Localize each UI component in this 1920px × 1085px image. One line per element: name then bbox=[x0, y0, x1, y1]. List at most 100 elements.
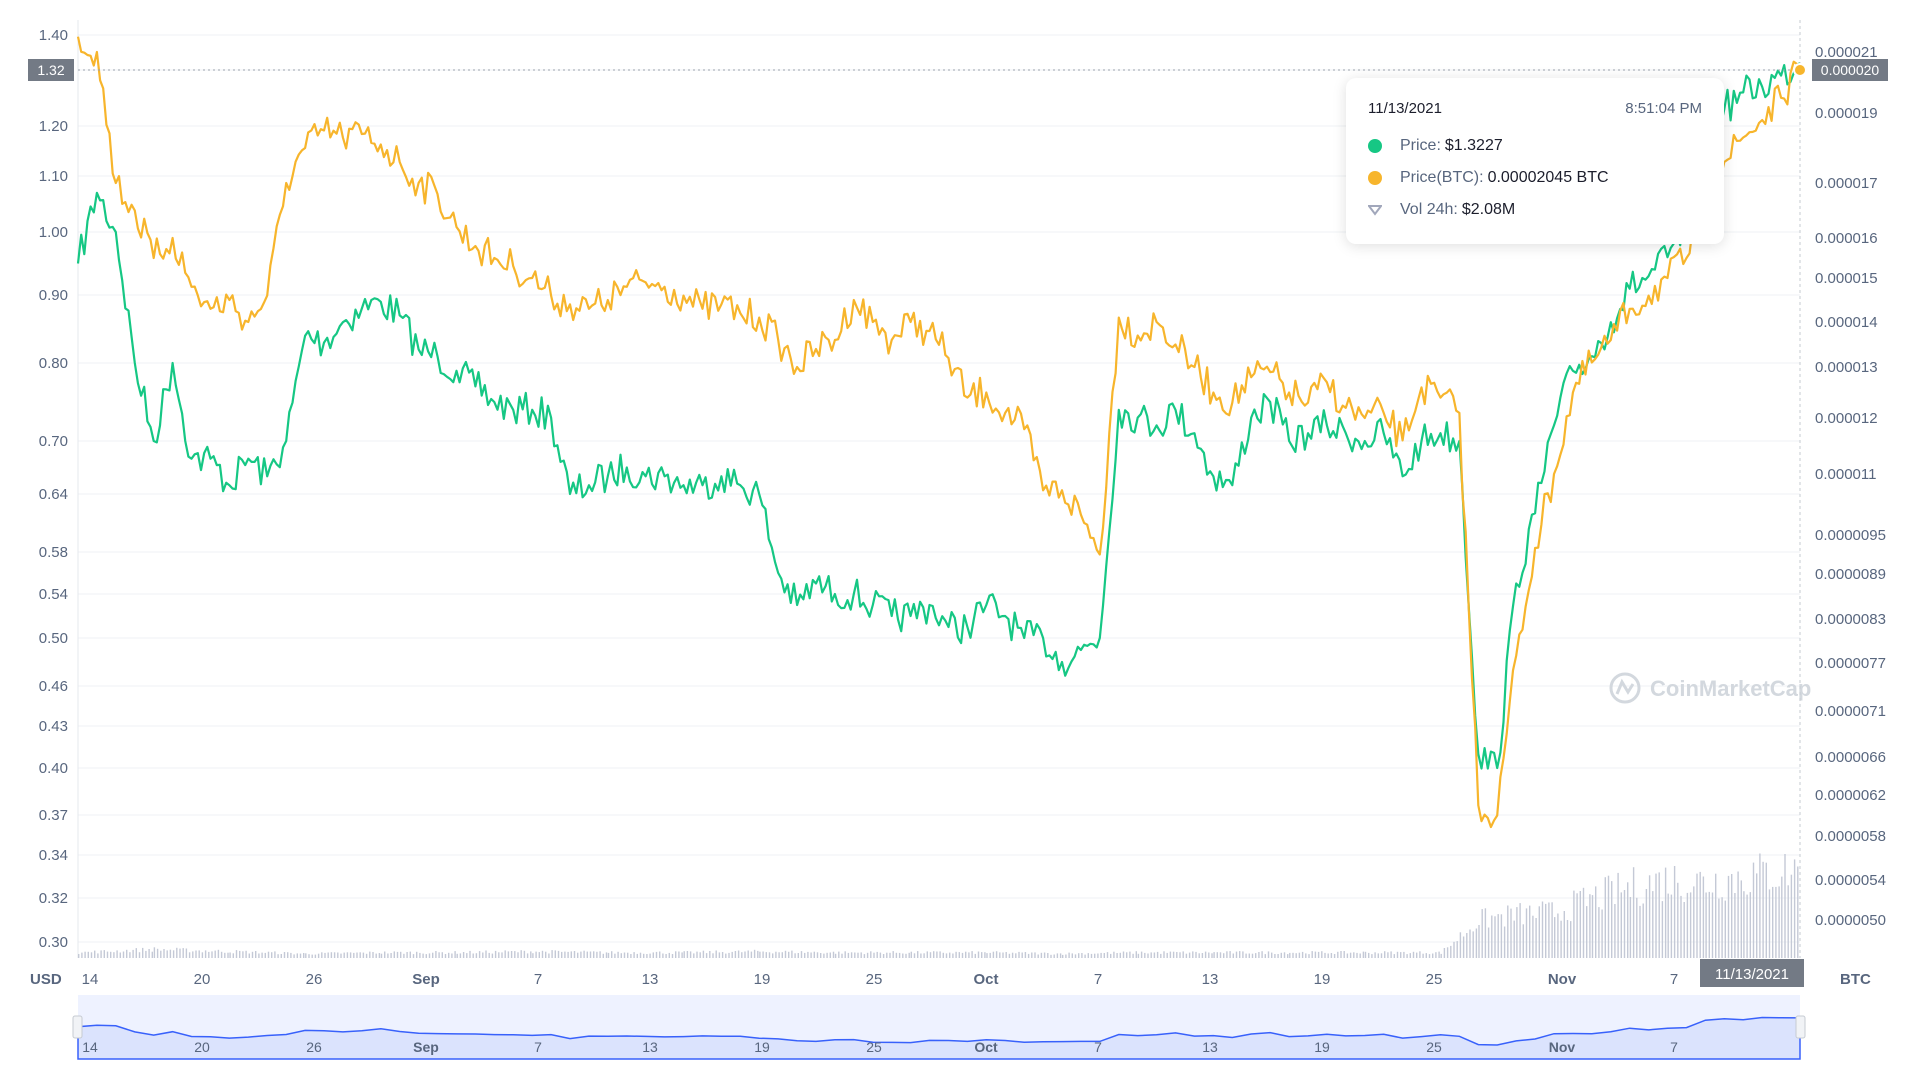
volume-bar bbox=[1790, 874, 1793, 958]
volume-bar bbox=[514, 951, 516, 958]
volume-bar bbox=[441, 952, 443, 958]
volume-bar bbox=[1248, 953, 1250, 958]
volume-bar bbox=[176, 947, 178, 958]
volume-bar bbox=[1658, 872, 1660, 958]
navigator-tick: Nov bbox=[1549, 1039, 1576, 1055]
tooltip-price-row: Price: $1.3227 bbox=[1368, 137, 1702, 155]
volume-bar bbox=[1192, 951, 1194, 958]
volume-bar bbox=[456, 953, 458, 958]
volume-bar bbox=[1223, 953, 1225, 958]
navigator-tick: 26 bbox=[306, 1039, 322, 1055]
navigator-left-handle[interactable] bbox=[72, 1015, 83, 1039]
volume-bar bbox=[1204, 951, 1207, 958]
volume-bar bbox=[567, 951, 569, 958]
range-navigator[interactable]: 14 20 26 Sep 7 13 19 25 Oct 7 13 19 25 Nov 7 bbox=[72, 995, 1806, 1060]
volume-bar bbox=[1156, 951, 1159, 958]
x-tick: 19 bbox=[1314, 971, 1331, 988]
volume-bar bbox=[936, 951, 938, 958]
volume-bar bbox=[905, 953, 907, 958]
volume-bar bbox=[242, 951, 244, 958]
volume-bar bbox=[1031, 952, 1033, 958]
volume-bar bbox=[1129, 951, 1131, 958]
volume-bar bbox=[148, 949, 150, 958]
y-axis-left: 1.401.301.201.101.000.900.800.700.640.58… bbox=[39, 27, 68, 951]
volume-bar bbox=[1731, 874, 1733, 958]
price-dot-icon bbox=[1368, 139, 1382, 153]
volume-bar bbox=[454, 951, 456, 958]
y-right-tick: 0.000014 bbox=[1815, 314, 1878, 331]
volume-bar bbox=[1216, 952, 1218, 958]
volume-bar bbox=[898, 952, 901, 958]
volume-bar bbox=[1140, 951, 1143, 958]
volume-bar bbox=[580, 951, 582, 958]
volume-bar bbox=[1469, 929, 1471, 958]
volume-bar bbox=[693, 953, 695, 958]
volume-bar bbox=[1677, 882, 1679, 958]
volume-bar bbox=[333, 952, 336, 958]
volume-bar bbox=[1683, 902, 1685, 958]
volume-bar bbox=[920, 953, 922, 958]
y-right-tick: 0.0000083 bbox=[1815, 611, 1886, 628]
volume-bar bbox=[538, 952, 540, 958]
volume-bar bbox=[633, 952, 635, 958]
x-tick: 19 bbox=[754, 971, 771, 988]
volume-bar bbox=[110, 951, 112, 958]
volume-bar bbox=[986, 953, 988, 958]
volume-bar bbox=[1743, 891, 1745, 958]
volume-bar bbox=[261, 952, 263, 958]
volume-bar bbox=[532, 953, 534, 958]
volume-bar bbox=[1002, 952, 1004, 958]
volume-bar bbox=[1050, 954, 1052, 958]
volume-bar bbox=[1353, 952, 1355, 958]
volume-bar bbox=[1545, 903, 1547, 958]
volume-bar bbox=[797, 953, 799, 958]
price-btc-line bbox=[76, 36, 1801, 829]
volume-bar bbox=[248, 953, 250, 958]
volume-bar bbox=[747, 950, 749, 958]
watermark-logo-icon bbox=[1609, 672, 1641, 704]
volume-bar bbox=[968, 952, 970, 958]
volume-bar bbox=[1368, 952, 1370, 958]
volume-bar bbox=[1478, 925, 1480, 958]
volume-bar bbox=[1589, 894, 1591, 958]
volume-bar bbox=[870, 951, 872, 958]
volume-bar bbox=[504, 950, 506, 958]
volume-bar bbox=[1172, 951, 1175, 958]
volume-bar bbox=[832, 951, 835, 958]
volume-bar bbox=[337, 952, 339, 958]
volume-bar bbox=[145, 950, 147, 958]
volume-bar bbox=[882, 954, 885, 958]
navigator-right-handle[interactable] bbox=[1795, 1015, 1806, 1039]
volume-bar bbox=[1627, 882, 1629, 958]
volume-bar bbox=[163, 949, 165, 958]
volume-bar bbox=[1466, 933, 1468, 958]
volume-bar bbox=[403, 953, 405, 958]
volume-bar bbox=[646, 954, 648, 958]
volume-bar bbox=[958, 952, 960, 958]
tooltip-vol-row: Vol 24h: $2.08M bbox=[1368, 201, 1702, 219]
volume-bar bbox=[1287, 954, 1289, 958]
volume-bar bbox=[1229, 951, 1231, 958]
volume-bar bbox=[1232, 953, 1234, 958]
volume-bar bbox=[737, 950, 740, 958]
volume-bar bbox=[438, 952, 440, 958]
volume-bar bbox=[346, 952, 349, 958]
volume-bar bbox=[274, 951, 276, 958]
volume-bar bbox=[419, 952, 421, 958]
y-left-tick: 0.50 bbox=[39, 630, 68, 647]
volume-bar bbox=[1337, 951, 1339, 958]
volume-bar bbox=[705, 953, 708, 958]
price-tooltip: 11/13/2021 8:51:04 PM Price: $1.3227 Pri… bbox=[1346, 78, 1724, 244]
volume-bar bbox=[1289, 952, 1291, 958]
volume-bar bbox=[721, 952, 724, 958]
volume-bar bbox=[1298, 952, 1301, 958]
current-date-label: 11/13/2021 bbox=[1715, 966, 1789, 983]
volume-bar bbox=[1522, 924, 1524, 958]
x-tick: 20 bbox=[194, 971, 211, 988]
x-tick: Sep bbox=[412, 971, 440, 988]
volume-bar bbox=[138, 952, 141, 958]
volume-bar bbox=[520, 950, 522, 958]
volume-bar bbox=[1264, 954, 1266, 958]
